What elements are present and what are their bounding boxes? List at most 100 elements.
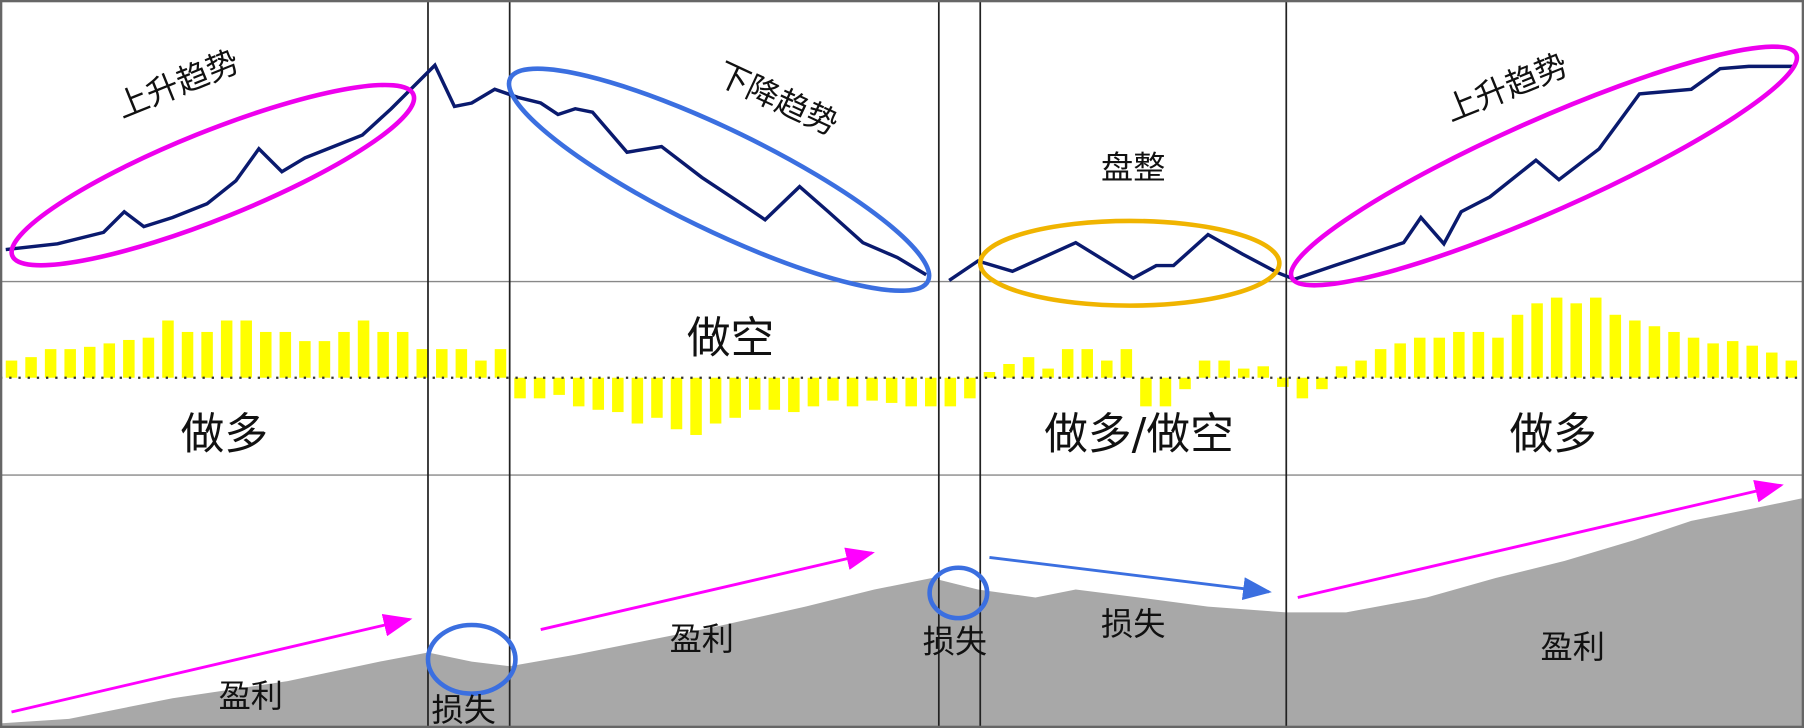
bar bbox=[338, 331, 350, 378]
bar bbox=[553, 377, 565, 395]
bar bbox=[220, 320, 233, 378]
bar bbox=[631, 377, 644, 424]
bar bbox=[1609, 314, 1622, 378]
bar bbox=[1746, 345, 1758, 378]
position-label: 做多 bbox=[181, 410, 268, 460]
bar bbox=[944, 377, 957, 407]
trend-ellipses bbox=[9, 44, 1800, 696]
bar bbox=[25, 357, 37, 378]
bar bbox=[1472, 331, 1485, 378]
bar bbox=[1159, 377, 1172, 407]
bar bbox=[260, 331, 272, 378]
bar bbox=[1257, 366, 1270, 378]
bar bbox=[279, 331, 292, 378]
bar bbox=[1453, 331, 1465, 378]
bar bbox=[1511, 314, 1524, 378]
bar bbox=[377, 331, 389, 378]
bar bbox=[690, 377, 702, 435]
ellipse bbox=[1288, 44, 1800, 288]
bar bbox=[572, 377, 585, 407]
bar bbox=[1590, 297, 1602, 378]
bar bbox=[1120, 349, 1133, 378]
arrow bbox=[989, 556, 1272, 600]
bar bbox=[1140, 377, 1152, 407]
bar bbox=[1785, 360, 1798, 378]
bar bbox=[709, 377, 722, 424]
bar bbox=[1570, 303, 1582, 378]
bar bbox=[240, 320, 252, 378]
bar bbox=[416, 349, 428, 378]
price-path bbox=[5, 62, 928, 277]
bar bbox=[514, 377, 526, 399]
bar bbox=[142, 337, 155, 378]
bar bbox=[455, 349, 468, 378]
bar bbox=[1668, 331, 1680, 378]
bar bbox=[1492, 337, 1504, 378]
bar bbox=[1413, 337, 1426, 378]
bar bbox=[1766, 352, 1778, 378]
arrow bbox=[1297, 480, 1784, 599]
equity-area bbox=[0, 497, 1804, 728]
bar bbox=[1179, 377, 1191, 390]
bar bbox=[1726, 341, 1739, 378]
bar bbox=[5, 360, 18, 378]
bar bbox=[1355, 360, 1367, 378]
position-label: 做空 bbox=[687, 314, 774, 364]
bar bbox=[494, 349, 507, 378]
bar bbox=[1237, 368, 1250, 378]
bar bbox=[964, 377, 976, 399]
bar bbox=[1022, 357, 1035, 378]
bar bbox=[1081, 349, 1093, 378]
histogram bbox=[5, 297, 1798, 435]
bar bbox=[1394, 343, 1406, 378]
price-path bbox=[948, 64, 1795, 282]
arrow bbox=[540, 547, 875, 631]
bar bbox=[83, 346, 96, 378]
bar bbox=[1061, 349, 1074, 378]
bar bbox=[983, 372, 996, 378]
bar bbox=[396, 331, 409, 378]
bar bbox=[103, 343, 116, 378]
bar bbox=[162, 320, 174, 378]
bar bbox=[475, 360, 487, 378]
bar bbox=[1316, 377, 1328, 390]
bar bbox=[1629, 320, 1641, 378]
bar bbox=[201, 331, 213, 378]
bar bbox=[885, 377, 898, 403]
bar bbox=[1374, 349, 1387, 378]
bar bbox=[925, 377, 937, 407]
bar bbox=[1550, 297, 1563, 378]
bar bbox=[1433, 337, 1446, 378]
position-label: 做多 bbox=[1509, 410, 1596, 460]
bar bbox=[768, 377, 781, 410]
bar bbox=[651, 377, 663, 418]
ellipse bbox=[977, 218, 1282, 308]
bar bbox=[1707, 343, 1719, 378]
bar bbox=[436, 349, 448, 378]
bar bbox=[1648, 326, 1661, 378]
bar bbox=[846, 377, 859, 407]
bar bbox=[181, 331, 194, 378]
bar bbox=[905, 377, 917, 407]
price-line bbox=[5, 62, 1795, 282]
bar bbox=[788, 377, 800, 413]
equity-fill bbox=[0, 497, 1804, 728]
bar bbox=[1003, 364, 1015, 378]
bar bbox=[123, 339, 135, 378]
bar bbox=[1687, 337, 1700, 378]
arrow bbox=[11, 613, 413, 714]
bar bbox=[1277, 377, 1289, 387]
arrows bbox=[11, 480, 1784, 714]
position-label: 做多/做空 bbox=[1044, 410, 1234, 460]
bar bbox=[1531, 303, 1543, 378]
bar bbox=[1335, 366, 1348, 378]
row-dividers bbox=[0, 280, 1804, 476]
bar bbox=[1218, 360, 1230, 378]
ellipse bbox=[506, 66, 932, 294]
bar bbox=[612, 377, 624, 413]
outcome-label: 盈利 bbox=[1541, 628, 1605, 666]
bar bbox=[1296, 377, 1309, 399]
outcome-label: 损失 bbox=[1101, 605, 1165, 643]
